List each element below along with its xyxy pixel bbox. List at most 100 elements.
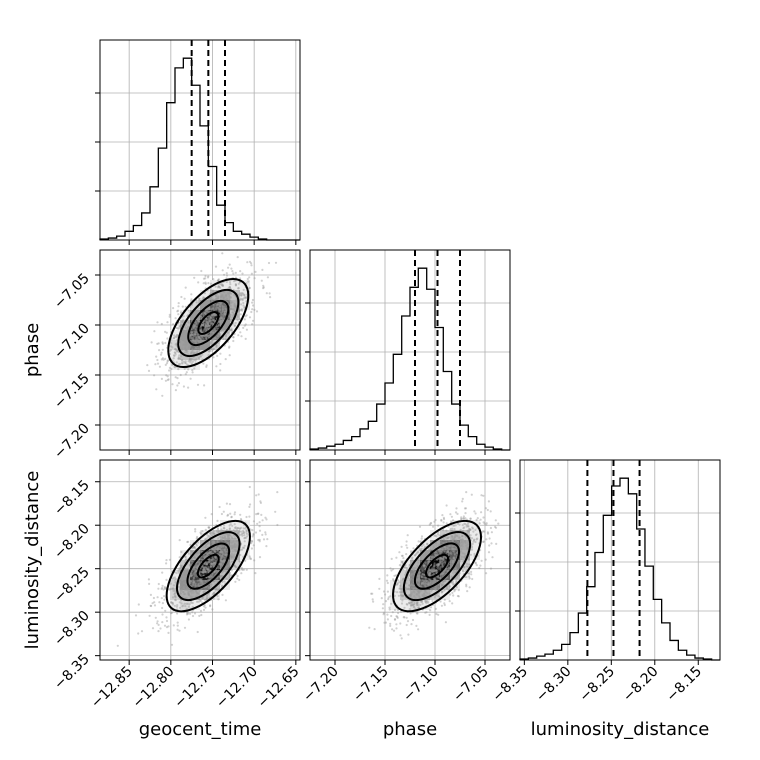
panel-geocent-time-vs-luminosity-distance-density-cell <box>230 520 240 530</box>
panel-geocent-time-vs-luminosity-distance-point <box>189 612 192 615</box>
panel-geocent-time-vs-luminosity-distance-density-cell <box>240 530 250 540</box>
panel-geocent-time-vs-luminosity-distance-point <box>209 558 212 561</box>
panel-geocent-time-vs-luminosity-distance-point <box>195 591 198 594</box>
panel-geocent-time-vs-phase-point <box>212 318 215 321</box>
panel-geocent-time-vs-phase-contour-3 <box>167 277 250 369</box>
panel-geocent-time-vs-luminosity-distance-point <box>201 597 204 600</box>
panel-geocent-time-vs-phase-point <box>234 283 238 286</box>
panel-geocent-time-vs-luminosity-distance-point <box>236 532 240 535</box>
panel-phase-vs-luminosity-distance-point <box>424 594 427 597</box>
panel-geocent-time-vs-phase-point <box>269 296 272 299</box>
panel-phase-vs-luminosity-distance-point <box>453 548 456 552</box>
panel-geocent-time-vs-phase-point <box>160 377 163 380</box>
panel-geocent-time-vs-luminosity-distance-point <box>226 533 229 536</box>
panel-geocent-time-vs-luminosity-distance-point <box>222 560 225 563</box>
panel-phase-vs-luminosity-distance-point <box>442 521 445 524</box>
panel-phase-vs-luminosity-distance-point <box>415 612 418 615</box>
panel-geocent-time-vs-luminosity-distance-point <box>194 553 197 556</box>
xaxis-phase-label: phase <box>383 719 437 740</box>
panel-geocent-time-vs-phase-point <box>186 326 189 329</box>
panel-geocent-time-vs-luminosity-distance-point <box>229 574 233 577</box>
panel-geocent-time-vs-phase-density-cell <box>220 310 230 320</box>
panel-geocent-time-vs-luminosity-distance-point <box>183 574 186 577</box>
panel-geocent-time-vs-phase-point <box>216 286 220 289</box>
panel-geocent-time-vs-phase-point <box>184 341 187 344</box>
panel-phase-vs-luminosity-distance-point <box>421 576 424 579</box>
panel-geocent-time-vs-phase-point <box>226 323 229 326</box>
panel-geocent-time-vs-luminosity-distance-point <box>222 552 225 556</box>
panel-geocent-time-vs-luminosity-distance-density-cell <box>220 530 230 540</box>
panel-geocent-time-vs-luminosity-distance-point <box>211 541 214 544</box>
panel-geocent-time-vs-phase-point <box>209 315 212 318</box>
panel-phase-vs-luminosity-distance-point <box>441 562 444 565</box>
panel-geocent-time-vs-luminosity-distance-point <box>194 530 197 533</box>
panel-phase-vs-luminosity-distance-point <box>408 593 411 596</box>
panel-phase-vs-luminosity-distance-point <box>453 569 456 573</box>
panel-phase-vs-luminosity-distance-point <box>445 549 449 553</box>
panel-geocent-time-vs-phase-point <box>229 302 232 305</box>
panel-geocent-time-vs-phase-point <box>204 325 207 328</box>
panel-geocent-time-vs-phase-point <box>217 279 220 282</box>
panel-phase-vs-luminosity-distance-point <box>370 592 373 595</box>
panel-geocent-time-vs-phase-point <box>240 303 243 306</box>
panel-geocent-time-vs-phase-point <box>219 302 222 305</box>
panel-geocent-time-vs-phase-point <box>250 262 253 265</box>
panel-geocent-time-vs-phase-point <box>239 298 242 301</box>
panel-geocent-time-vs-luminosity-distance-point <box>170 587 173 591</box>
panel-geocent-time-vs-phase-point <box>229 304 232 307</box>
panel-phase-vs-luminosity-distance-point <box>446 549 449 553</box>
panel-phase-vs-luminosity-distance-point <box>403 606 406 609</box>
panel-geocent-time-vs-luminosity-distance-point <box>179 568 182 571</box>
panel-phase-vs-luminosity-distance-point <box>443 555 446 558</box>
panel-phase-vs-luminosity-distance-point <box>437 563 440 566</box>
panel-geocent-time-vs-phase-point <box>218 307 221 311</box>
panel-geocent-time-vs-phase-point <box>208 321 211 324</box>
panel-geocent-time-vs-luminosity-distance-point <box>137 603 140 606</box>
panel-geocent-time-vs-phase-point <box>208 327 211 330</box>
panel-phase-vs-luminosity-distance-point <box>421 578 424 582</box>
panel-phase-vs-luminosity-distance-point <box>422 554 425 557</box>
panel-phase-vs-luminosity-distance-point <box>405 623 408 627</box>
panel-geocent-time-vs-phase-point <box>219 317 222 321</box>
panel-phase-vs-luminosity-distance-density-cell <box>420 570 430 580</box>
panel-geocent-time-vs-phase-point <box>208 298 211 301</box>
panel-geocent-time-vs-luminosity-distance-point <box>206 562 209 565</box>
panel-phase-vs-luminosity-distance-point <box>406 568 409 571</box>
panel-geocent-time-vs-phase-point <box>250 310 253 314</box>
panel-geocent-time-vs-luminosity-distance-point <box>218 550 221 553</box>
panel-geocent-time-vs-phase-point <box>204 300 207 303</box>
panel-geocent-time-vs-luminosity-distance-point <box>213 580 216 583</box>
panel-geocent-time-vs-phase-point <box>190 359 193 362</box>
panel-geocent-time-vs-luminosity-distance-point <box>181 605 184 608</box>
panel-geocent-time-vs-phase-point <box>204 324 207 327</box>
panel-phase-vs-luminosity-distance-point <box>424 585 427 588</box>
panel-geocent-time-vs-phase-point <box>244 323 247 326</box>
panel-geocent-time-vs-phase-point <box>176 350 179 353</box>
panel-geocent-time-vs-phase-density-cell <box>220 320 230 330</box>
panel-geocent-time-vs-phase-point <box>226 321 229 324</box>
panel-geocent-time-vs-phase-point <box>226 322 229 325</box>
panel-phase-vs-luminosity-distance-point <box>483 522 486 525</box>
panel-geocent-time-vs-luminosity-distance-point <box>211 608 214 611</box>
panel-geocent-time-vs-luminosity-distance-point <box>224 568 227 571</box>
panel-phase-vs-luminosity-distance-point <box>442 559 445 562</box>
panel-phase-vs-luminosity-distance-point <box>454 571 457 574</box>
panel-phase-vs-luminosity-distance-point <box>452 547 455 551</box>
panel-phase-vs-luminosity-distance-point <box>450 575 453 578</box>
panel-geocent-time-vs-luminosity-distance-point <box>194 573 197 576</box>
panel-phase-vs-luminosity-distance-point <box>495 542 498 546</box>
panel-geocent-time-vs-luminosity-distance-point <box>215 529 218 532</box>
panel-geocent-time-vs-phase-point <box>250 264 253 267</box>
panel-geocent-time-vs-phase-point <box>198 335 201 339</box>
panel-phase-vs-luminosity-distance-point <box>439 543 442 546</box>
panel-phase-vs-luminosity-distance-point <box>453 547 456 551</box>
panel-geocent-time-vs-phase-point <box>185 348 188 351</box>
panel-geocent-time-vs-phase-point <box>243 324 246 327</box>
panel-geocent-time-vs-luminosity-distance-point <box>190 596 193 600</box>
panel-phase-vs-luminosity-distance-point <box>433 534 436 537</box>
panel-geocent-time-vs-phase-point <box>220 317 223 320</box>
panel-phase-vs-luminosity-distance-point <box>431 599 434 603</box>
panel-geocent-time-vs-phase-point <box>201 344 204 347</box>
panel-geocent-time-vs-phase-point <box>189 344 192 347</box>
panel-geocent-time-vs-luminosity-distance-point <box>208 578 211 582</box>
